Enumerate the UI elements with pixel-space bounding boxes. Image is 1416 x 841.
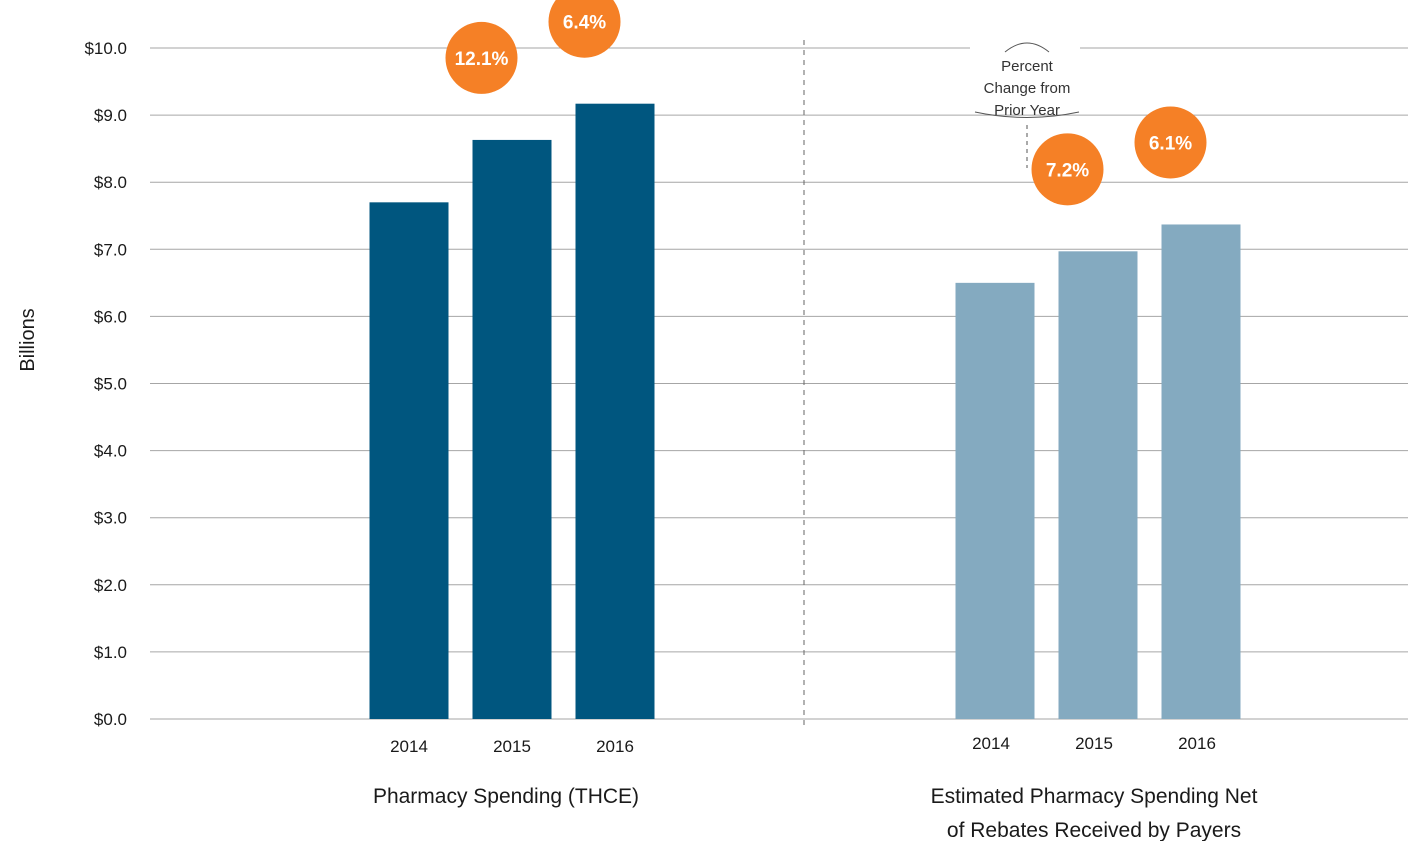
bar (1058, 251, 1138, 720)
percent-change-bubbles: 12.1% 6.4% 7.2% 6.1% (445, 0, 1207, 206)
y-tick-label: $10.0 (84, 39, 127, 58)
percent-change-bubble (445, 21, 518, 94)
note-text: Prior Year (994, 102, 1060, 119)
note-text: Percent (1001, 58, 1054, 75)
y-tick-label: $5.0 (94, 375, 127, 394)
y-tick-label: $2.0 (94, 576, 127, 595)
category-label: 2014 (390, 737, 428, 756)
category-label: 2016 (596, 737, 634, 756)
percent-change-label: 6.4% (563, 13, 606, 34)
percent-change-label: 7.2% (1046, 160, 1089, 181)
y-axis-label: Billions (17, 308, 39, 371)
percent-change-bubble (1031, 133, 1104, 206)
note-text: Change from (984, 80, 1071, 97)
bar (369, 202, 449, 719)
y-axis-ticks: $0.0 $1.0 $2.0 $3.0 $4.0 $5.0 $6.0 $7.0 $8.0 $9.0… (84, 39, 127, 729)
note-bracket-bottom (974, 111, 1080, 118)
category-label: 2015 (493, 737, 531, 756)
note-bracket-top (1004, 42, 1050, 53)
percent-change-bubble (1134, 106, 1207, 179)
bar (472, 139, 552, 719)
percent-change-label: 12.1% (455, 49, 509, 70)
y-tick-label: $1.0 (94, 643, 127, 662)
group-labels: Pharmacy Spending (THCE) Estimated Pharma… (373, 785, 1258, 841)
y-tick-label: $3.0 (94, 509, 127, 528)
percent-change-bubble (548, 0, 621, 58)
y-tick-label: $6.0 (94, 307, 127, 326)
y-tick-label: $9.0 (94, 106, 127, 125)
y-tick-label: $7.0 (94, 240, 127, 259)
category-label: 2015 (1075, 734, 1113, 753)
y-tick-label: $0.0 (94, 710, 127, 729)
gridlines (150, 47, 1408, 720)
bar (955, 282, 1035, 719)
y-tick-label: $8.0 (94, 173, 127, 192)
category-labels: 2014 2015 2016 2014 2015 2016 (390, 734, 1216, 756)
percent-change-note: Percent Change from Prior Year (974, 42, 1080, 168)
y-tick-label: $4.0 (94, 442, 127, 461)
percent-change-label: 6.1% (1149, 133, 1192, 154)
bar (1161, 224, 1241, 719)
bars (369, 103, 1241, 720)
group-label: of Rebates Received by Payers (947, 819, 1241, 841)
group-label: Pharmacy Spending (THCE) (373, 785, 639, 808)
bar (575, 103, 655, 720)
category-label: 2016 (1178, 734, 1216, 753)
category-label: 2014 (972, 734, 1010, 753)
group-label: Estimated Pharmacy Spending Net (931, 785, 1258, 808)
